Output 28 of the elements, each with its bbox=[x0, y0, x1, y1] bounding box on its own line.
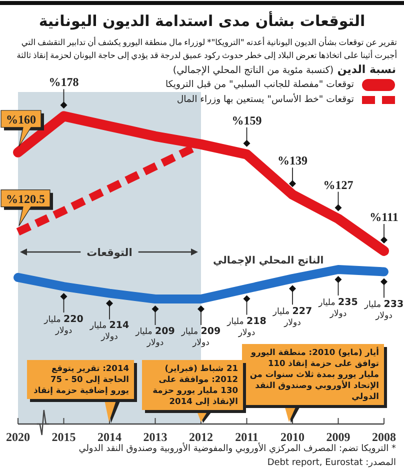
data-label: %159 bbox=[232, 113, 262, 128]
data-label: %120.5 bbox=[6, 192, 45, 206]
legend-label: توقعات "خط الأساس" يستعين بها وزراء المال bbox=[176, 93, 354, 106]
legend-title: نسبة الدين (كنسبة مئوية من الناتج المحلي الإجمالي) bbox=[172, 63, 396, 76]
x-tick-label: 2011 bbox=[235, 430, 258, 444]
text: * الترويكا تضم: المصرف المركزي الأوروبي والمفوضية الأوروبية وصندوق النقد الدولي bbox=[78, 443, 396, 455]
data-label: %178 bbox=[48, 75, 79, 90]
x-tick-label: 2009 bbox=[326, 430, 350, 444]
data-label: %160 bbox=[6, 112, 36, 126]
x-tick-label: 2015 bbox=[52, 430, 76, 444]
x-tick-label: 2014 bbox=[98, 430, 122, 444]
data-label: %127 bbox=[323, 178, 354, 192]
chart-title: التوقعات بشأن مدى استدامة الديون اليونانية bbox=[38, 10, 366, 32]
x-tick-label: 2008 bbox=[372, 430, 396, 444]
x-tick-label: 2010 bbox=[280, 430, 304, 444]
band-label: التوقعات bbox=[86, 247, 132, 259]
x-tick-label: 2012 bbox=[189, 430, 213, 444]
series-label: الناتج المحلي الإجمالي bbox=[213, 255, 324, 266]
text: المصدر: Debt report, Eurostat bbox=[267, 457, 396, 469]
data-label: %111 bbox=[370, 210, 398, 224]
chart-subtitle: تقرير عن توقعات بشأن الديون اليونانية أعدته "الترويكا"* لوزراء مال منطقة اليورو يكشف أن تدابير التقشف التي أجبرت أثينا على اتخاذها تعرض البلاد إلى خطر حدوث ركود عميق لدرجة قد يؤدي إلى حاجة اليونان لحزمة إنقاذ ثالثة bbox=[16, 36, 397, 61]
data-label: %139 bbox=[278, 154, 308, 168]
annotation: أيار (مايو) 2010: منطقة اليورو توافق على حزمة إنقاذ 110 مليار يورو بمدة ثلاث سنوات من الإتحاد الأوروبي وصندوق النقد الدولي bbox=[242, 344, 384, 405]
x-tick-label: 2013 bbox=[143, 430, 168, 444]
annotation: 21 شباط (فبراير) 2012: موافقة على 130 مليار يورو حزمة الإنقاذ إلى 2014 bbox=[142, 360, 243, 410]
annotation: 2014: تقرير يتوقع الحاجة إلى 50 - 75 يورو إضافية حزمة إنقاذ bbox=[27, 360, 134, 399]
x-tick-label: 2020 bbox=[6, 430, 30, 444]
legend-label: توقعات "مفصلة للجانب السلبي" من قبل الترويكا bbox=[165, 78, 354, 91]
